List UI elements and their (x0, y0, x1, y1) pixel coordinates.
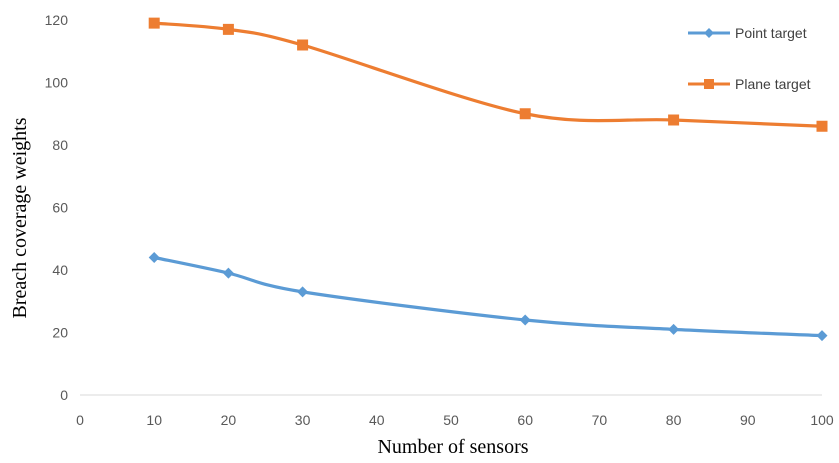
legend-item: Plane target (688, 76, 811, 92)
data-point (222, 267, 234, 279)
x-tick-label: 30 (295, 412, 311, 428)
series-1 (148, 252, 828, 342)
data-point (519, 108, 531, 120)
legend-marker (704, 79, 714, 89)
y-axis-title: Breach coverage weights (9, 117, 31, 318)
series-line (153, 255, 823, 338)
x-tick-label: 0 (76, 412, 84, 428)
y-tick-label: 80 (52, 137, 68, 153)
data-point (297, 39, 309, 51)
data-point (148, 252, 160, 263)
legend-marker (704, 28, 714, 38)
series-line (154, 21, 823, 128)
data-point (519, 314, 531, 326)
x-tick-label: 80 (666, 412, 682, 428)
x-axis-title: Number of sensors (377, 436, 528, 458)
y-tick-label: 20 (52, 325, 68, 341)
x-tick-label: 10 (146, 412, 162, 428)
y-tick-label: 60 (52, 200, 68, 216)
x-tick-label: 50 (443, 412, 459, 428)
x-tick-label: 60 (517, 412, 533, 428)
data-point (297, 286, 309, 298)
legend: Point target Plane target (688, 25, 811, 92)
legend-item: Point target (688, 25, 807, 41)
data-point (668, 323, 680, 335)
y-tick-label: 0 (60, 387, 68, 403)
y-tick-label: 120 (45, 12, 69, 28)
series-2 (148, 17, 828, 132)
data-point (668, 114, 680, 126)
data-point (816, 330, 828, 342)
y-tick-label: 40 (52, 262, 68, 278)
series-layer (148, 17, 828, 342)
data-point (816, 120, 828, 132)
data-point (222, 23, 234, 35)
legend-label: Plane target (735, 76, 811, 92)
x-axis-ticks: 0 10 20 30 40 50 60 70 80 90 100 (76, 412, 834, 428)
x-tick-label: 70 (592, 412, 608, 428)
legend-label: Point target (735, 25, 807, 41)
y-axis-ticks: 0 20 40 60 80 100 120 (45, 12, 69, 403)
x-tick-label: 100 (810, 412, 834, 428)
x-tick-label: 90 (740, 412, 756, 428)
x-tick-label: 40 (369, 412, 385, 428)
x-tick-label: 20 (221, 412, 237, 428)
y-tick-label: 100 (45, 75, 69, 91)
data-point (148, 17, 160, 29)
